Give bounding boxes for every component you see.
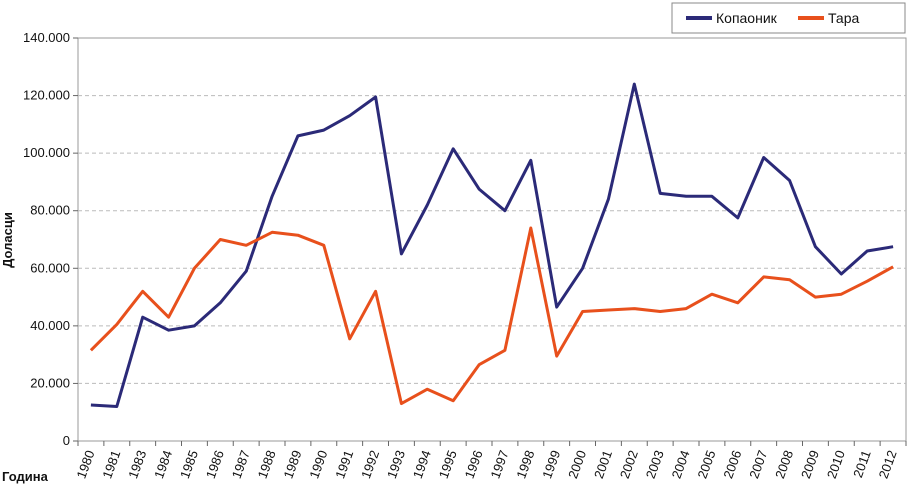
- x-axis-title: Година: [2, 469, 49, 484]
- x-tick-label: 1983: [125, 448, 149, 480]
- x-tick-label: 2006: [720, 448, 744, 480]
- y-tick-label: 120.000: [23, 88, 70, 103]
- x-tick-label: 1996: [462, 448, 486, 480]
- x-tick-label: 2008: [772, 448, 796, 480]
- y-tick-label: 0: [63, 433, 70, 448]
- y-axis-title: Доласци: [0, 212, 15, 268]
- y-tick-label: 100.000: [23, 145, 70, 160]
- x-tick-label: 2012: [876, 448, 900, 480]
- x-tick-label: 2004: [669, 448, 693, 480]
- x-tick-label: 1998: [513, 448, 537, 480]
- x-tick-label: 2002: [617, 448, 641, 480]
- x-tick-label: 1992: [358, 448, 382, 480]
- x-tick-label: 1981: [99, 448, 123, 480]
- series-line-1: [89, 226, 894, 406]
- x-tick-label: 1984: [151, 448, 175, 480]
- x-tick-label: 1999: [539, 448, 563, 480]
- y-axis-tick-labels: 0 20.000 40.000 60.000 80.000 100.000 120.000 1…: [23, 30, 70, 448]
- y-tick-label: 20.000: [30, 375, 70, 390]
- x-tick-label: 2011: [850, 448, 874, 479]
- x-tick-label: 1993: [384, 448, 408, 480]
- legend-label-kopaonik: Копаоник: [716, 10, 778, 26]
- x-tick-label: 1991: [332, 448, 356, 480]
- series-line-0: [90, 82, 894, 408]
- x-tick-label: 1985: [177, 448, 201, 480]
- x-tick-label: 1997: [488, 448, 512, 480]
- plot-area: [77, 37, 907, 442]
- x-tick-label: 1989: [281, 448, 305, 480]
- x-tick-label: 1980: [74, 448, 98, 480]
- y-tick-label: 140.000: [23, 30, 70, 45]
- x-tick-label: 1990: [306, 448, 330, 480]
- series-lines: [89, 82, 894, 408]
- x-tick-label: 1987: [229, 448, 253, 480]
- x-axis-tick-labels: 1980 1981 1983 1984 1985 1986 1987 1988 1989 1990…: [74, 448, 900, 480]
- x-tick-label: 2005: [695, 448, 719, 480]
- y-tick-label: 60.000: [30, 260, 70, 275]
- x-tick-label: 2010: [824, 448, 848, 480]
- x-tick-label: 1986: [203, 448, 227, 480]
- x-tick-label: 2007: [746, 448, 770, 480]
- x-tick-label: 2003: [643, 448, 667, 480]
- x-tick-label: 1994: [410, 448, 434, 480]
- legend-label-tara: Тара: [828, 10, 859, 26]
- x-tick-label: 1988: [255, 448, 279, 480]
- gridlines: [73, 37, 907, 446]
- y-tick-label: 40.000: [30, 318, 70, 333]
- x-tick-label: 2009: [798, 448, 822, 480]
- legend: Копаоник Тара: [671, 2, 906, 34]
- x-tick-label: 2001: [591, 448, 615, 480]
- x-tick-label: 1995: [436, 448, 460, 480]
- y-tick-label: 80.000: [30, 203, 70, 218]
- x-tick-label: 2000: [565, 448, 589, 480]
